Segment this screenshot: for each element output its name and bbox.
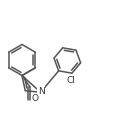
Text: N: N: [38, 87, 44, 96]
Text: Cl: Cl: [66, 76, 75, 85]
Text: O: O: [32, 94, 38, 103]
